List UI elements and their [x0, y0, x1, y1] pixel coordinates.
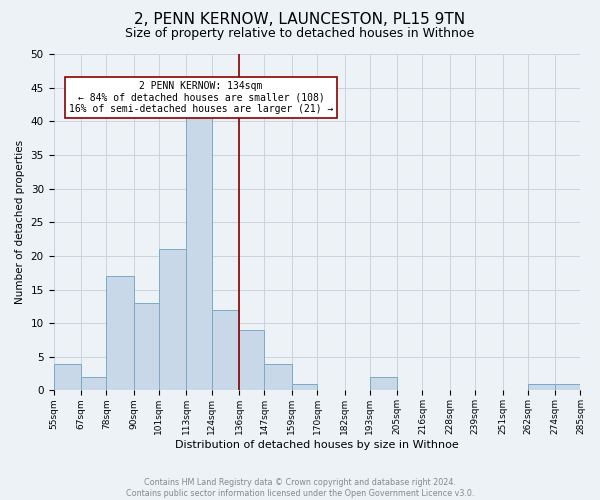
- Text: Size of property relative to detached houses in Withnoe: Size of property relative to detached ho…: [125, 28, 475, 40]
- Text: Contains HM Land Registry data © Crown copyright and database right 2024.
Contai: Contains HM Land Registry data © Crown c…: [126, 478, 474, 498]
- Bar: [265, 364, 292, 390]
- Bar: [239, 330, 265, 390]
- Bar: [187, 114, 212, 390]
- X-axis label: Distribution of detached houses by size in Withnoe: Distribution of detached houses by size …: [175, 440, 459, 450]
- Bar: [212, 310, 239, 390]
- Bar: [106, 276, 134, 390]
- Bar: [528, 384, 555, 390]
- Bar: [81, 377, 106, 390]
- Text: 2 PENN KERNOW: 134sqm
← 84% of detached houses are smaller (108)
16% of semi-det: 2 PENN KERNOW: 134sqm ← 84% of detached …: [69, 81, 333, 114]
- Bar: [159, 249, 187, 390]
- Bar: [134, 303, 159, 390]
- Bar: [292, 384, 317, 390]
- Bar: [555, 384, 580, 390]
- Y-axis label: Number of detached properties: Number of detached properties: [15, 140, 25, 304]
- Bar: [370, 377, 397, 390]
- Bar: [53, 364, 81, 390]
- Text: 2, PENN KERNOW, LAUNCESTON, PL15 9TN: 2, PENN KERNOW, LAUNCESTON, PL15 9TN: [134, 12, 466, 28]
